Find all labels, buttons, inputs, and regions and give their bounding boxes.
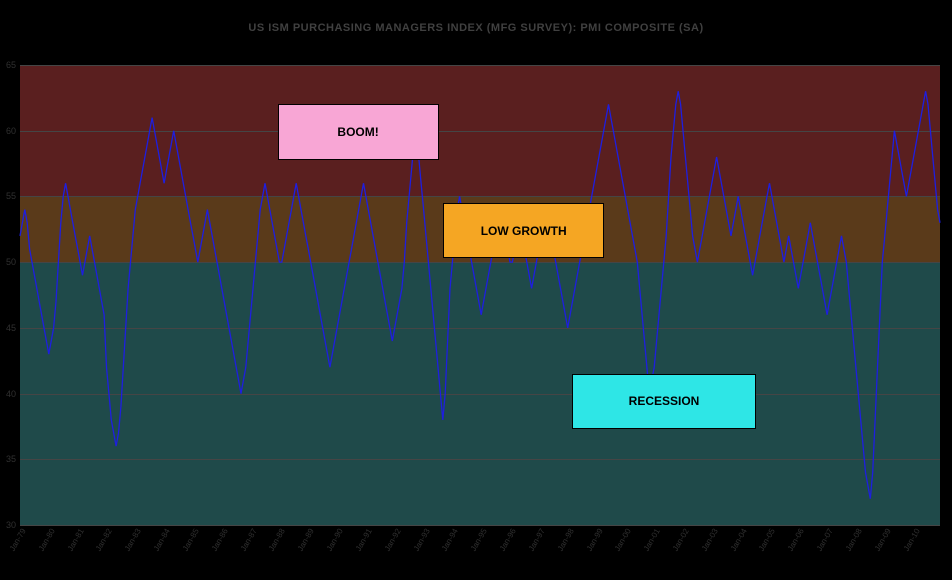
xtick-label: Jan-91 bbox=[354, 527, 374, 553]
xtick-label: Jan-06 bbox=[786, 527, 806, 553]
xtick-label: Jan-81 bbox=[65, 527, 85, 553]
xtick-label: Jan-85 bbox=[181, 527, 201, 553]
ytick-label: 55 bbox=[6, 191, 16, 201]
xtick-label: Jan-94 bbox=[440, 527, 460, 553]
chart-plot-area: 3035404550556065Jan-79Jan-80Jan-81Jan-82… bbox=[20, 65, 940, 525]
xtick-label: Jan-10 bbox=[901, 527, 921, 553]
xtick-label: Jan-79 bbox=[8, 527, 28, 553]
annotation-low-growth: LOW GROWTH bbox=[443, 203, 604, 258]
xtick-label: Jan-93 bbox=[411, 527, 431, 553]
xtick-label: Jan-90 bbox=[325, 527, 345, 553]
annotation-recession: RECESSION bbox=[572, 374, 756, 429]
xtick-label: Jan-84 bbox=[152, 527, 172, 553]
xtick-label: Jan-09 bbox=[873, 527, 893, 553]
xtick-label: Jan-05 bbox=[757, 527, 777, 553]
xtick-label: Jan-98 bbox=[555, 527, 575, 553]
ytick-label: 35 bbox=[6, 454, 16, 464]
xtick-label: Jan-01 bbox=[642, 527, 662, 553]
xtick-label: Jan-08 bbox=[844, 527, 864, 553]
chart-title: US ISM PURCHASING MANAGERS INDEX (MFG SU… bbox=[0, 22, 952, 34]
xtick-label: Jan-95 bbox=[469, 527, 489, 553]
xtick-label: Jan-00 bbox=[613, 527, 633, 553]
xtick-label: Jan-87 bbox=[238, 527, 258, 553]
ytick-label: 45 bbox=[6, 323, 16, 333]
ytick-label: 40 bbox=[6, 389, 16, 399]
gridline bbox=[20, 525, 940, 526]
ytick-label: 60 bbox=[6, 126, 16, 136]
ytick-label: 30 bbox=[6, 520, 16, 530]
xtick-label: Jan-83 bbox=[123, 527, 143, 553]
ytick-label: 65 bbox=[6, 60, 16, 70]
xtick-label: Jan-96 bbox=[498, 527, 518, 553]
xtick-label: Jan-86 bbox=[210, 527, 230, 553]
ytick-label: 50 bbox=[6, 257, 16, 267]
xtick-label: Jan-97 bbox=[527, 527, 547, 553]
xtick-label: Jan-89 bbox=[296, 527, 316, 553]
xtick-label: Jan-99 bbox=[584, 527, 604, 553]
xtick-label: Jan-82 bbox=[94, 527, 114, 553]
annotation-boom-: BOOM! bbox=[278, 104, 439, 159]
xtick-label: Jan-03 bbox=[700, 527, 720, 553]
xtick-label: Jan-07 bbox=[815, 527, 835, 553]
pmi-line bbox=[20, 65, 940, 525]
xtick-label: Jan-92 bbox=[382, 527, 402, 553]
xtick-label: Jan-04 bbox=[728, 527, 748, 553]
xtick-label: Jan-88 bbox=[267, 527, 287, 553]
xtick-label: Jan-80 bbox=[37, 527, 57, 553]
xtick-label: Jan-02 bbox=[671, 527, 691, 553]
